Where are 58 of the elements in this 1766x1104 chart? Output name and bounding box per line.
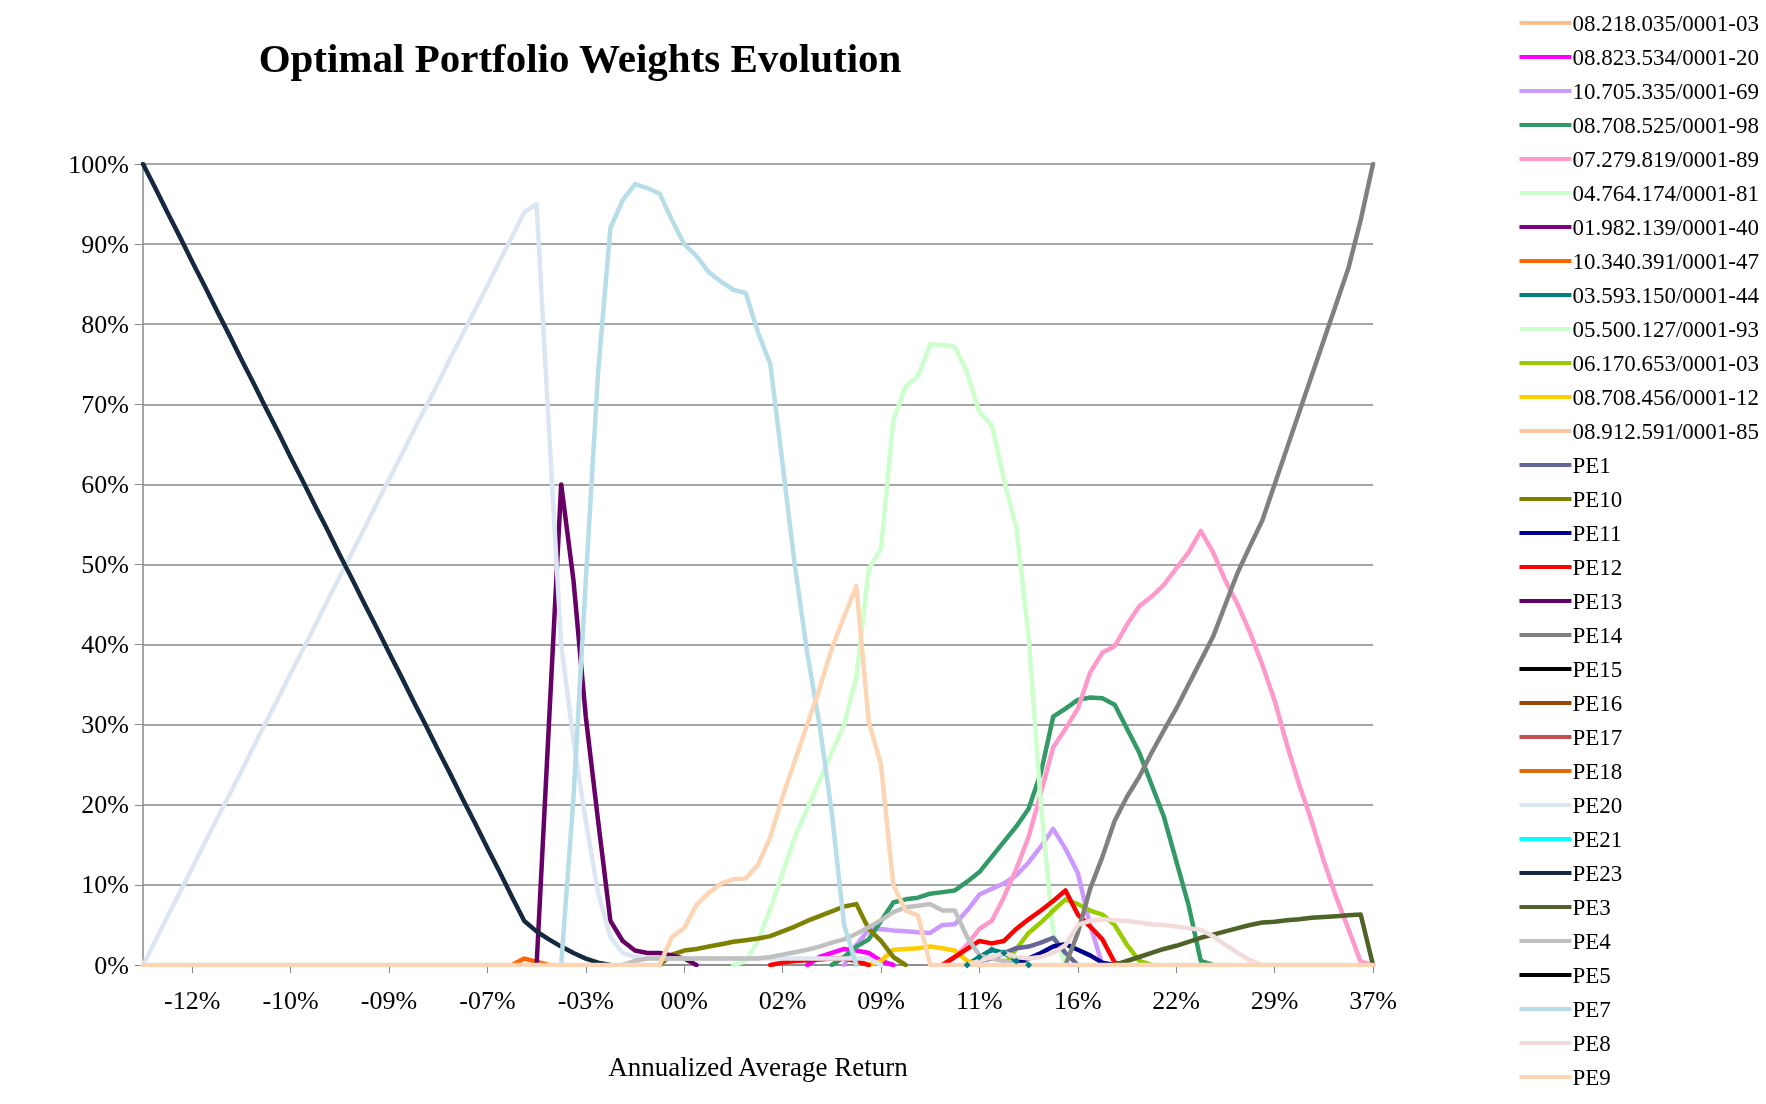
- y-tick-label: 90%: [81, 229, 129, 259]
- legend-label: 08.823.534/0001-20: [1572, 44, 1760, 70]
- x-tick-label: 37%: [1349, 985, 1397, 1015]
- legend-label: PE15: [1572, 656, 1623, 682]
- y-tick-label: 20%: [81, 790, 129, 820]
- y-tick-label: 60%: [81, 469, 129, 499]
- legend-label: PE9: [1572, 1064, 1611, 1090]
- x-tick-label: 00%: [660, 985, 709, 1015]
- y-tick-label: 10%: [81, 870, 129, 900]
- legend-label: PE20: [1572, 792, 1623, 818]
- legend-label: PE16: [1572, 690, 1623, 716]
- x-tick-label: 02%: [758, 985, 807, 1015]
- legend-label: 03.593.150/0001-44: [1572, 282, 1760, 308]
- legend-label: PE11: [1572, 520, 1622, 546]
- y-tick-label: 50%: [81, 550, 129, 579]
- x-tick-label: -03%: [557, 985, 614, 1015]
- x-tick-label: 16%: [1053, 985, 1102, 1015]
- legend-label: PE23: [1572, 860, 1623, 886]
- x-tick-label: -07%: [459, 985, 516, 1015]
- legend-label: PE10: [1572, 486, 1623, 512]
- y-tick-label: 70%: [81, 389, 129, 419]
- legend-label: 10.340.391/0001-47: [1572, 248, 1760, 274]
- legend-label: 01.982.139/0001-40: [1572, 214, 1760, 240]
- y-tick-label: 40%: [81, 630, 129, 660]
- y-tick-label: 30%: [81, 710, 129, 740]
- legend-label: PE7: [1572, 996, 1611, 1022]
- legend-label: PE17: [1572, 724, 1623, 750]
- legend-label: PE1: [1572, 452, 1611, 478]
- legend-label: 06.170.653/0001-03: [1572, 350, 1760, 376]
- x-axis-title: Annualized Average Return: [608, 1051, 909, 1082]
- legend-label: 05.500.127/0001-93: [1572, 316, 1760, 342]
- legend-label: PE5: [1572, 962, 1611, 988]
- legend-label: PE14: [1572, 622, 1623, 648]
- y-tick-label: 80%: [81, 309, 129, 339]
- x-tick-label: 22%: [1152, 985, 1201, 1015]
- legend-label: PE21: [1572, 826, 1623, 852]
- x-tick-label: 09%: [857, 985, 905, 1015]
- legend-label: 08.912.591/0001-85: [1572, 418, 1760, 444]
- legend-label: 10.705.335/0001-69: [1572, 78, 1760, 104]
- legend-label: PE18: [1572, 758, 1623, 784]
- legend-label: PE4: [1572, 928, 1612, 954]
- legend-label: 04.764.174/0001-81: [1572, 180, 1760, 206]
- legend-label: PE12: [1572, 554, 1623, 580]
- y-tick-label: 100%: [68, 149, 129, 179]
- x-tick-label: -10%: [262, 985, 319, 1015]
- legend-label: 08.708.456/0001-12: [1572, 384, 1760, 410]
- x-tick-label: 11%: [956, 985, 1003, 1015]
- legend-label: PE13: [1572, 588, 1623, 614]
- legend-label: 08.708.525/0001-98: [1572, 112, 1760, 138]
- legend-label: 07.279.819/0001-89: [1572, 146, 1760, 172]
- y-tick-label: 0%: [94, 950, 129, 980]
- x-tick-label: -12%: [164, 985, 221, 1015]
- legend-label: 08.218.035/0001-03: [1572, 10, 1760, 36]
- chart-title: Optimal Portfolio Weights Evolution: [258, 34, 902, 81]
- legend-label: PE8: [1572, 1030, 1611, 1056]
- legend-label: PE3: [1572, 894, 1611, 920]
- x-tick-label: -09%: [360, 985, 418, 1015]
- x-tick-label: 29%: [1250, 985, 1299, 1015]
